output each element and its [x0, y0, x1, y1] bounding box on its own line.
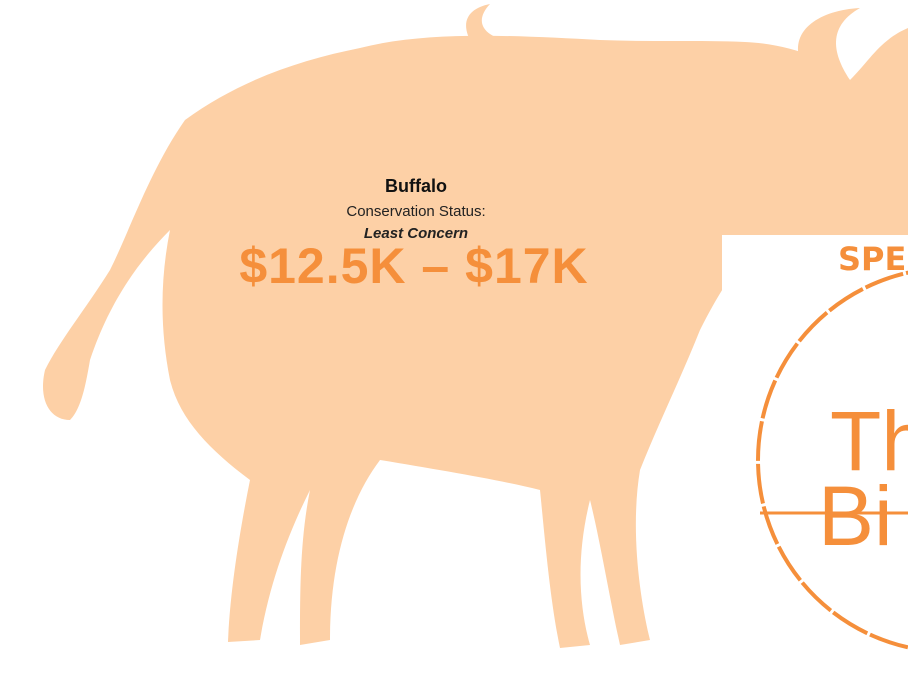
infographic: Buffalo Conservation Status: Least Conce… [0, 0, 908, 676]
side-title-line2: Bi [818, 469, 893, 563]
side-heading: SPE [838, 240, 906, 278]
status-label: Conservation Status: [346, 203, 485, 220]
price-range: $12.5K – $17K [239, 238, 588, 294]
animal-name: Buffalo [385, 176, 447, 196]
page: {"animal": {"name": "Buffalo", "status_l… [0, 0, 908, 676]
